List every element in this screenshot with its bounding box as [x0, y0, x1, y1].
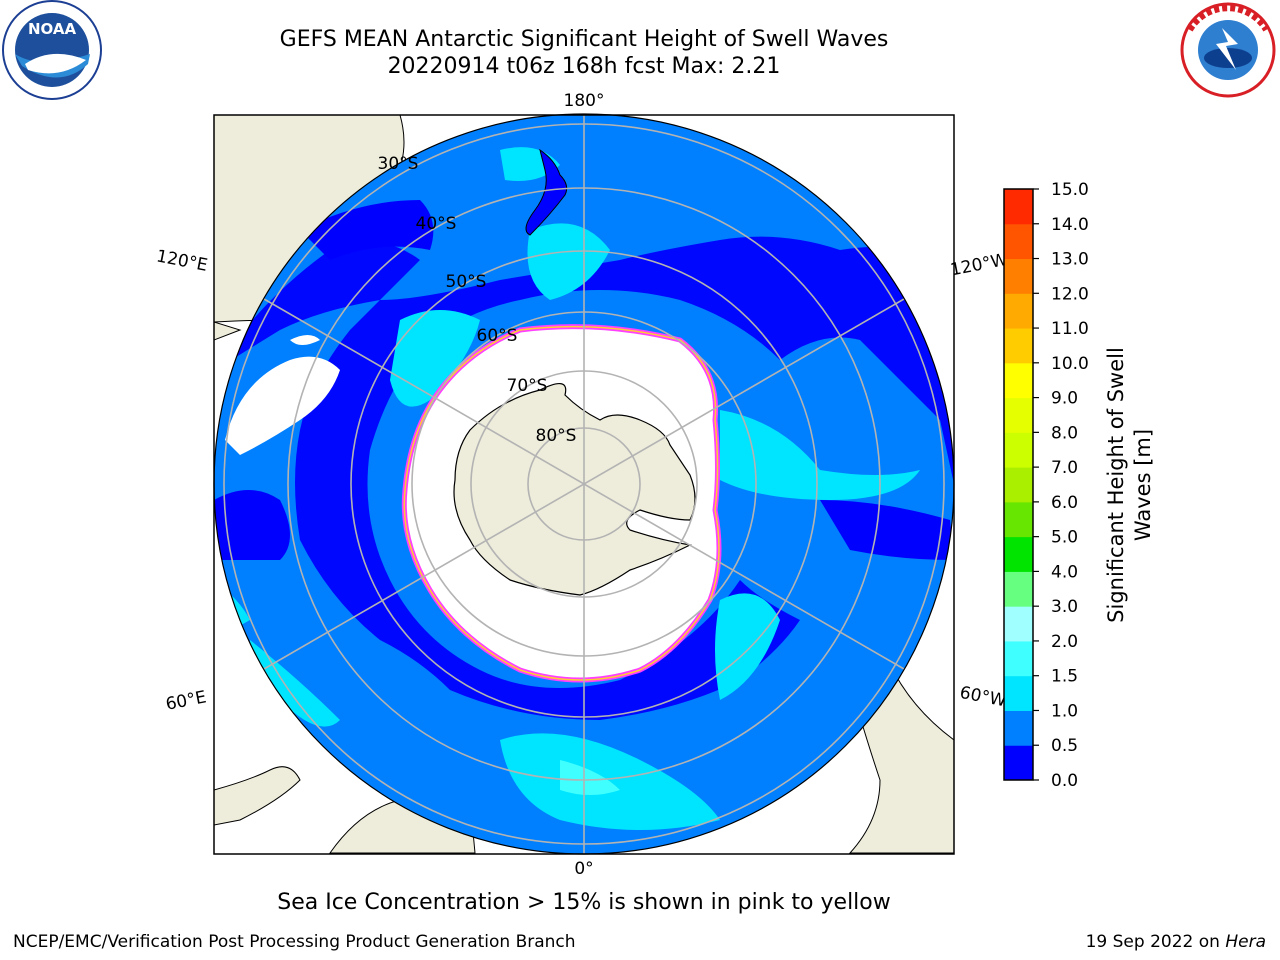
colorbar-tick-label: 13.0 [1051, 250, 1089, 270]
colorbar-bin [1004, 223, 1033, 260]
colorbar-bin [1004, 328, 1033, 364]
polar-map: 180° 0° 120°E 120°W 60°E 60°W 30°S 40°S … [155, 91, 1010, 879]
date-footer: 19 Sep 2022 on Hera [1086, 932, 1266, 952]
map-frame-border [213, 114, 955, 855]
colorbar-label-line1: Significant Height of Swell [1104, 347, 1128, 623]
colorbar: 0.0 0.5 1.0 1.5 2.0 3.0 4.0 5.0 6.0 7.0 8.0 9.0 10.0… [1003, 180, 1155, 791]
nws-logo [1180, 2, 1276, 98]
colorbar-tick-label: 15.0 [1051, 180, 1089, 200]
colorbar-tick-label: 1.0 [1051, 701, 1078, 721]
colorbar-bin [1004, 640, 1033, 677]
colorbar-ticks: 0.0 0.5 1.0 1.5 2.0 3.0 4.0 5.0 6.0 7.0 8.0 9.0 10.0… [1033, 180, 1089, 791]
colorbar-bin [1004, 501, 1033, 538]
colorbar-bin [1004, 745, 1033, 781]
new-zealand [525, 148, 568, 236]
lat-label-60s: 60°S [477, 326, 518, 346]
colorbar-bin [1004, 710, 1033, 746]
sea-ice-edge [403, 325, 720, 681]
colorbar-bin [1004, 606, 1033, 642]
colorbar-label-line2: Waves [m] [1131, 429, 1155, 541]
colorbar-tick-label: 2.0 [1051, 632, 1078, 652]
colorbar-tick-label: 5.0 [1051, 528, 1078, 548]
colorbar-tick-label: 7.0 [1051, 458, 1078, 478]
colorbar-bin [1004, 467, 1033, 503]
colorbar-bins [1004, 189, 1033, 781]
colorbar-tick-label: 0.5 [1051, 736, 1078, 756]
colorbar-bin [1004, 397, 1033, 433]
credit-footer: NCEP/EMC/Verification Post Processing Pr… [13, 932, 576, 952]
noaa-logo: NOAA [2, 0, 102, 100]
chart-subtitle: 20220914 t06z 168h fcst Max: 2.21 [387, 54, 781, 79]
colorbar-bin [1004, 258, 1033, 294]
colorbar-bin [1004, 432, 1033, 468]
colorbar-tick-label: 4.0 [1051, 562, 1078, 582]
footer-date: 19 Sep 2022 on [1085, 932, 1220, 952]
colorbar-outline [1003, 188, 1034, 781]
lon-label-0: 0° [574, 859, 593, 879]
colorbar-tick-label: 12.0 [1051, 284, 1089, 304]
lat-label-70s: 70°S [507, 376, 548, 396]
graticule [223, 115, 945, 854]
lon-label-180: 180° [564, 91, 605, 111]
colorbar-tick-label: 14.0 [1051, 215, 1089, 235]
colorbar-tick-label: 9.0 [1051, 389, 1078, 409]
colorbar-bin [1004, 293, 1033, 329]
colorbar-tick-label: 3.0 [1051, 597, 1078, 617]
lat-label-40s: 40°S [416, 214, 457, 234]
colorbar-bin [1004, 362, 1033, 399]
footer-host: Hera [1225, 932, 1266, 952]
colorbar-bin [1004, 571, 1033, 607]
colorbar-tick-label: 8.0 [1051, 423, 1078, 443]
colorbar-bin [1004, 536, 1033, 572]
noaa-logo-text: NOAA [28, 20, 77, 38]
sea-ice-note: Sea Ice Concentration > 15% is shown in … [277, 890, 891, 915]
colorbar-tick-label: 0.0 [1051, 771, 1078, 791]
colorbar-tick-label: 1.5 [1051, 667, 1078, 687]
colorbar-bin [1004, 189, 1033, 225]
colorbar-bin [1004, 675, 1033, 711]
lat-label-30s: 30°S [378, 154, 419, 174]
chart-title: GEFS MEAN Antarctic Significant Height o… [279, 27, 889, 52]
lat-label-50s: 50°S [446, 272, 487, 292]
colorbar-tick-label: 6.0 [1051, 493, 1078, 513]
lat-label-80s: 80°S [536, 426, 577, 446]
colorbar-tick-label: 10.0 [1051, 354, 1089, 374]
colorbar-tick-label: 11.0 [1051, 319, 1089, 339]
